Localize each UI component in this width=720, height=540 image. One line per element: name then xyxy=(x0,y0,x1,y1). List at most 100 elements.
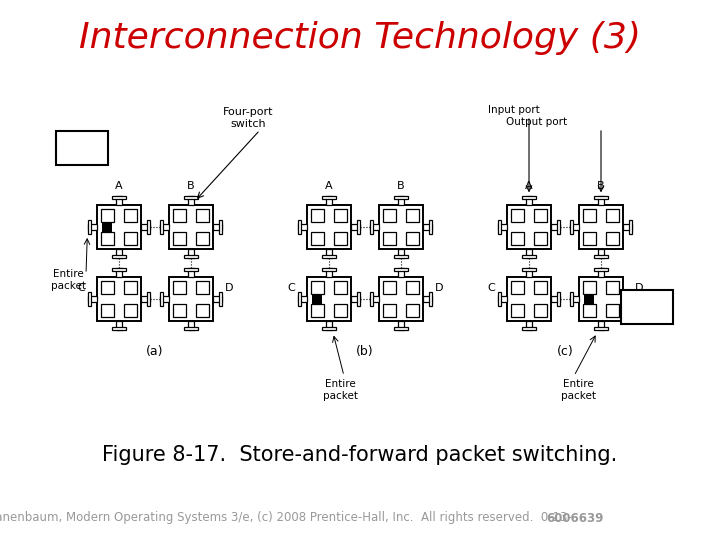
Bar xyxy=(125,210,137,222)
Bar xyxy=(623,224,632,230)
Bar xyxy=(334,210,346,222)
Bar xyxy=(125,304,137,316)
Bar xyxy=(594,255,608,258)
Text: C: C xyxy=(78,283,85,293)
Bar xyxy=(583,281,595,294)
Bar xyxy=(570,220,573,234)
Bar xyxy=(116,268,122,277)
Bar xyxy=(379,277,423,321)
Bar xyxy=(312,281,324,294)
Bar xyxy=(102,304,114,316)
Bar xyxy=(384,210,396,222)
Bar xyxy=(197,281,209,294)
Bar xyxy=(526,268,532,277)
Bar xyxy=(534,210,546,222)
Bar xyxy=(125,232,137,245)
Bar xyxy=(307,277,351,321)
Bar xyxy=(184,255,198,258)
Bar xyxy=(326,321,332,330)
Bar xyxy=(522,327,536,330)
Bar xyxy=(570,296,579,302)
Bar xyxy=(147,220,150,234)
Bar xyxy=(356,220,360,234)
Bar xyxy=(507,205,551,249)
Bar xyxy=(398,196,404,205)
Bar xyxy=(557,292,560,306)
Bar xyxy=(312,232,324,245)
Bar xyxy=(160,292,163,306)
Text: Entire
packet: Entire packet xyxy=(323,379,358,401)
Bar xyxy=(356,292,360,306)
Bar xyxy=(141,296,150,302)
Bar xyxy=(534,232,546,245)
Bar xyxy=(570,224,579,230)
Bar xyxy=(326,196,332,205)
Bar xyxy=(498,224,507,230)
Bar xyxy=(606,304,618,316)
Bar xyxy=(406,210,418,222)
Bar xyxy=(112,196,126,199)
Bar xyxy=(623,296,632,302)
Bar xyxy=(394,255,408,258)
Text: D: D xyxy=(635,283,643,293)
Bar xyxy=(188,249,194,258)
Bar xyxy=(551,296,560,302)
Bar xyxy=(594,268,608,271)
Bar xyxy=(160,220,163,234)
Text: CPU 1: CPU 1 xyxy=(65,141,99,154)
Bar xyxy=(169,277,213,321)
Bar xyxy=(326,268,332,277)
Bar xyxy=(384,232,396,245)
Bar xyxy=(116,196,122,205)
Text: (c): (c) xyxy=(557,345,573,357)
Text: Interconnection Technology (3): Interconnection Technology (3) xyxy=(79,21,641,55)
Bar xyxy=(511,304,523,316)
Bar xyxy=(498,292,501,306)
Text: 6006639: 6006639 xyxy=(546,511,603,524)
Bar xyxy=(511,232,523,245)
Bar xyxy=(219,292,222,306)
Bar xyxy=(534,281,546,294)
Bar xyxy=(298,220,301,234)
Bar xyxy=(579,277,623,321)
Text: Entire
packet: Entire packet xyxy=(560,379,595,401)
Text: (b): (b) xyxy=(356,345,374,357)
Bar xyxy=(498,220,501,234)
Bar xyxy=(174,304,186,316)
Bar xyxy=(102,232,114,245)
Bar xyxy=(534,304,546,316)
Text: (a): (a) xyxy=(146,345,163,357)
Bar xyxy=(322,268,336,271)
Bar xyxy=(621,290,673,324)
Text: A: A xyxy=(115,181,123,191)
Bar xyxy=(97,205,141,249)
Bar xyxy=(184,268,198,271)
Bar xyxy=(526,196,532,205)
Bar xyxy=(188,321,194,330)
Bar xyxy=(298,292,301,306)
Text: D: D xyxy=(225,283,233,293)
Bar xyxy=(112,255,126,258)
Bar xyxy=(594,327,608,330)
Bar xyxy=(583,304,595,316)
Bar xyxy=(629,292,632,306)
Bar xyxy=(197,232,209,245)
Bar xyxy=(398,321,404,330)
Bar xyxy=(406,232,418,245)
Bar xyxy=(89,220,91,234)
Text: C: C xyxy=(287,283,295,293)
Bar xyxy=(213,296,222,302)
Bar xyxy=(184,327,198,330)
Bar xyxy=(219,220,222,234)
Text: Figure 8-17.  Store-and-forward packet switching.: Figure 8-17. Store-and-forward packet sw… xyxy=(102,445,618,465)
Bar xyxy=(307,205,351,249)
Bar xyxy=(394,196,408,199)
Bar xyxy=(551,224,560,230)
Text: Entire
packet: Entire packet xyxy=(50,269,86,291)
Bar xyxy=(598,249,604,258)
Bar xyxy=(213,224,222,230)
Bar xyxy=(598,321,604,330)
Text: B: B xyxy=(187,181,195,191)
Bar xyxy=(370,220,373,234)
Bar xyxy=(102,210,114,222)
